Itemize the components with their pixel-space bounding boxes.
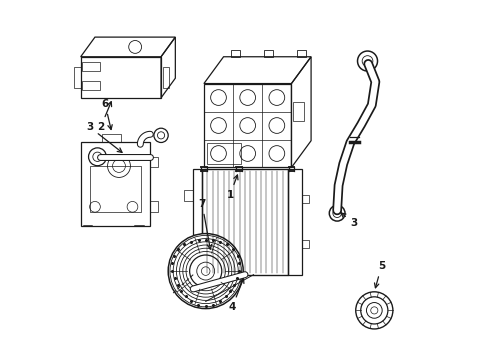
Circle shape	[329, 205, 345, 221]
Bar	[150, 157, 158, 167]
Circle shape	[358, 51, 377, 71]
Bar	[204, 84, 292, 167]
Text: 5: 5	[374, 261, 385, 288]
Circle shape	[89, 148, 106, 166]
Bar	[81, 57, 161, 98]
Bar	[202, 169, 288, 275]
Bar	[150, 202, 158, 212]
Bar	[264, 50, 272, 57]
Bar	[297, 50, 306, 57]
Text: 7: 7	[198, 199, 212, 249]
Bar	[82, 62, 100, 71]
Bar	[101, 134, 121, 143]
Circle shape	[190, 255, 222, 287]
Bar	[302, 195, 309, 203]
Bar	[74, 67, 81, 87]
Text: 6: 6	[101, 99, 112, 130]
Text: 1: 1	[226, 175, 238, 200]
Bar	[207, 143, 241, 164]
Text: 3: 3	[86, 122, 122, 152]
Text: 2: 2	[97, 102, 112, 132]
Text: 4: 4	[228, 279, 244, 312]
Bar	[163, 67, 169, 87]
Text: 3: 3	[341, 213, 358, 229]
Bar	[288, 169, 302, 275]
Bar	[184, 248, 193, 259]
Circle shape	[168, 234, 243, 309]
Bar	[81, 143, 150, 226]
Bar	[184, 190, 193, 201]
Bar	[293, 102, 304, 121]
Bar	[90, 166, 142, 212]
Circle shape	[154, 128, 168, 143]
Bar	[231, 50, 240, 57]
Circle shape	[356, 292, 393, 329]
Bar	[82, 81, 100, 90]
Bar	[193, 169, 202, 275]
Bar	[302, 240, 309, 248]
